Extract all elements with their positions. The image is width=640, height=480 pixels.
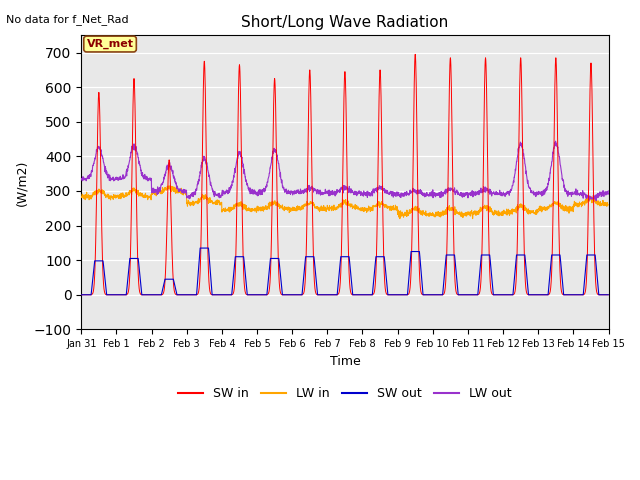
X-axis label: Time: Time [330, 355, 360, 368]
Legend: SW in, LW in, SW out, LW out: SW in, LW in, SW out, LW out [173, 383, 517, 406]
Title: Short/Long Wave Radiation: Short/Long Wave Radiation [241, 15, 449, 30]
Text: No data for f_Net_Rad: No data for f_Net_Rad [6, 14, 129, 25]
Y-axis label: (W/m2): (W/m2) [15, 159, 28, 205]
Text: VR_met: VR_met [86, 39, 134, 49]
